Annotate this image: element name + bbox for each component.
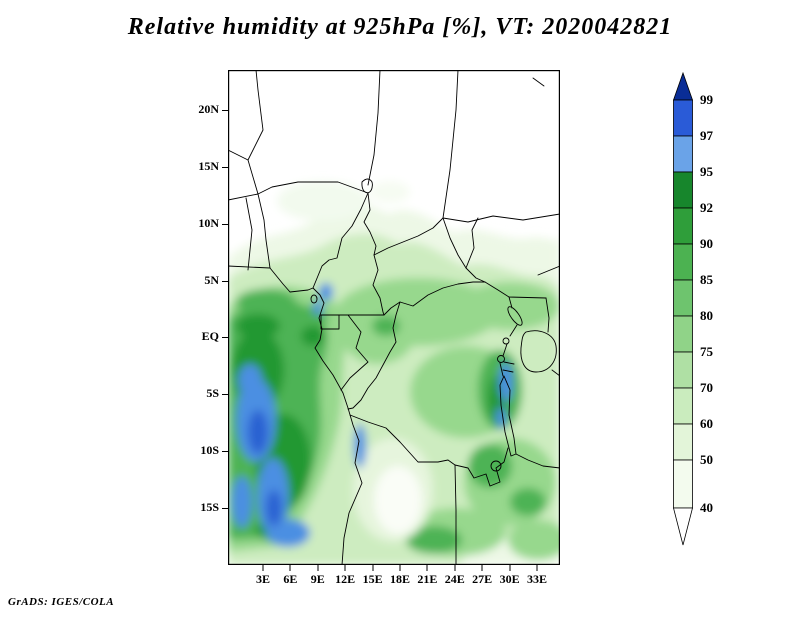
latitude-label: 5N: [204, 272, 219, 287]
longitude-label: 3E: [255, 572, 271, 586]
longitude-axis: 3E 6E 9E 12E 15E 18E 21E 24E 27E 30E 33E: [228, 565, 560, 593]
map-svg: [228, 70, 560, 565]
lake-edward: [502, 337, 510, 345]
latitude-tick: [222, 223, 228, 225]
colorbar-label: 99: [700, 92, 713, 107]
latitude-tick: [222, 508, 228, 510]
latitude-label: 15N: [198, 158, 219, 173]
lakes: [490, 306, 557, 472]
latitude-tick: [222, 110, 228, 111]
colorbar-label: 80: [700, 308, 713, 323]
colorbar-label: 90: [700, 236, 713, 251]
longitude-label: 30E: [499, 572, 520, 586]
colorbar-label: 97: [700, 128, 713, 143]
longitude-tick: [536, 565, 538, 571]
credit-text: GrADS: IGES/COLA: [8, 596, 115, 608]
country-borders: [228, 70, 560, 565]
latitude-label: EQ: [201, 329, 219, 344]
colorbar-label: 70: [700, 380, 713, 395]
longitude-tick: [509, 565, 511, 571]
lake-tanganyika: [499, 375, 517, 457]
longitude-label: 27E: [472, 572, 493, 586]
latitude-label: 20N: [198, 102, 219, 116]
lake-albert: [507, 306, 523, 326]
lake-mweru: [490, 460, 502, 472]
map-frame: [228, 70, 560, 565]
latitude-axis: 20N 15N 10N 5N EQ 5S 10S 15S: [178, 70, 228, 565]
bioko-island: [310, 294, 318, 304]
colorbar-label: 75: [700, 344, 713, 359]
colorbar-label: 85: [700, 272, 713, 287]
longitude-tick: [344, 565, 346, 571]
longitude-label: 24E: [444, 572, 465, 586]
longitude-label: 15E: [362, 572, 383, 586]
longitude-tick: [317, 565, 319, 571]
latitude-label: 5S: [206, 386, 219, 401]
longitude-tick: [426, 565, 428, 571]
longitude-tick: [399, 565, 401, 571]
lake-kivu: [497, 355, 505, 363]
longitude-tick: [372, 565, 374, 571]
longitude-tick: [481, 565, 483, 571]
latitude-label: 15S: [200, 500, 219, 515]
longitude-tick: [262, 565, 264, 571]
colorbar-label: 92: [700, 200, 713, 215]
latitude-tick: [222, 166, 228, 168]
colorbar-label: 50: [700, 452, 713, 467]
colorbar: 99 97 95 92 90 85 80 75 70 60 50 40: [672, 71, 733, 557]
longitude-tick: [289, 565, 291, 571]
map-panel: [228, 70, 560, 565]
latitude-tick: [222, 280, 228, 282]
longitude-label: 9E: [310, 572, 325, 586]
longitude-label: 6E: [283, 572, 298, 586]
longitude-tick: [454, 565, 456, 571]
colorbar-label: 40: [700, 500, 713, 515]
longitude-label: 12E: [335, 572, 356, 586]
humidity-shading: [228, 181, 560, 565]
longitude-label: 18E: [389, 572, 411, 586]
colorbar-label: 95: [700, 164, 713, 179]
latitude-tick: [222, 394, 228, 396]
longitude-label: 21E: [417, 572, 438, 586]
plot-title: Relative humidity at 925hPa [%], VT: 202…: [127, 14, 673, 40]
latitude-tick: [222, 451, 228, 453]
latitude-label: 10N: [198, 215, 219, 230]
coastline: [228, 265, 363, 565]
latitude-label: 10S: [200, 443, 219, 458]
colorbar-label: 60: [700, 416, 713, 431]
lake-victoria: [520, 330, 557, 373]
longitude-label: 33E: [526, 572, 548, 586]
colorbar-svg: [672, 71, 694, 546]
latitude-tick: [222, 337, 228, 339]
